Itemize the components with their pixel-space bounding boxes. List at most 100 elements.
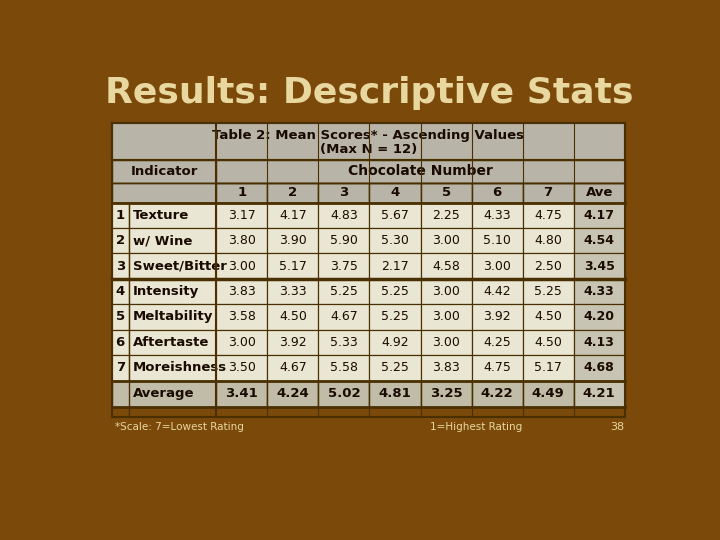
Text: Aftertaste: Aftertaste (132, 336, 209, 349)
Bar (216, 279, 267, 304)
Bar (267, 330, 318, 355)
Text: 4.75: 4.75 (483, 361, 511, 374)
Bar (574, 279, 625, 304)
Text: 5.58: 5.58 (330, 361, 358, 374)
Bar (472, 381, 523, 407)
Text: 2: 2 (116, 234, 125, 247)
Bar (472, 355, 523, 381)
Text: 5.25: 5.25 (330, 285, 358, 298)
Bar (216, 253, 267, 279)
Text: 1: 1 (238, 186, 246, 199)
Text: 4.42: 4.42 (483, 285, 511, 298)
Bar (129, 304, 216, 330)
Bar (267, 228, 318, 253)
Text: 3.80: 3.80 (228, 234, 256, 247)
Bar (472, 183, 523, 202)
Text: Ave: Ave (585, 186, 613, 199)
Bar (420, 279, 472, 304)
Text: 4.50: 4.50 (534, 310, 562, 323)
Bar (369, 228, 420, 253)
Text: 3.45: 3.45 (584, 260, 615, 273)
Bar (523, 183, 574, 202)
Text: w/ Wine: w/ Wine (132, 234, 192, 247)
Bar (369, 355, 420, 381)
Text: 5.17: 5.17 (534, 361, 562, 374)
Bar (129, 330, 216, 355)
Text: 4.92: 4.92 (381, 336, 409, 349)
Bar (112, 330, 129, 355)
Text: 2.17: 2.17 (381, 260, 409, 273)
Bar (216, 202, 267, 228)
Text: 4.68: 4.68 (584, 361, 615, 374)
Text: 3.00: 3.00 (432, 234, 460, 247)
Bar (369, 202, 420, 228)
Bar (129, 202, 216, 228)
Text: 5.25: 5.25 (534, 285, 562, 298)
Bar (112, 381, 216, 407)
Text: 4: 4 (390, 186, 400, 199)
Text: 7: 7 (544, 186, 553, 199)
Bar (420, 304, 472, 330)
Bar (267, 304, 318, 330)
Text: 3.50: 3.50 (228, 361, 256, 374)
Text: 4.50: 4.50 (279, 310, 307, 323)
Bar (523, 355, 574, 381)
Bar (420, 228, 472, 253)
Bar (318, 202, 369, 228)
Bar (216, 159, 625, 183)
Text: 4.67: 4.67 (279, 361, 307, 374)
Bar (420, 253, 472, 279)
Text: 3: 3 (339, 186, 348, 199)
Bar (472, 279, 523, 304)
Text: 5.25: 5.25 (381, 285, 409, 298)
Text: 3.83: 3.83 (432, 361, 460, 374)
Text: 4.25: 4.25 (483, 336, 511, 349)
Text: 3.00: 3.00 (432, 336, 460, 349)
Bar (369, 330, 420, 355)
Bar (129, 253, 216, 279)
Text: 3.17: 3.17 (228, 209, 256, 222)
Text: 4.58: 4.58 (432, 260, 460, 273)
Bar (574, 183, 625, 202)
Text: 38: 38 (611, 422, 625, 433)
Text: 4.81: 4.81 (379, 387, 411, 400)
Bar (420, 355, 472, 381)
Text: 4.33: 4.33 (584, 285, 615, 298)
Bar (112, 228, 129, 253)
Text: 5.10: 5.10 (483, 234, 511, 247)
Text: Chocolate Number: Chocolate Number (348, 164, 493, 178)
Text: 4.17: 4.17 (279, 209, 307, 222)
Text: 5: 5 (441, 186, 451, 199)
Bar (420, 330, 472, 355)
Text: 3: 3 (116, 260, 125, 273)
Text: 1=Highest Rating: 1=Highest Rating (430, 422, 522, 433)
Bar (318, 381, 369, 407)
Text: 3.33: 3.33 (279, 285, 307, 298)
Bar (318, 228, 369, 253)
Bar (216, 355, 267, 381)
Text: 4.33: 4.33 (483, 209, 511, 222)
Bar (318, 279, 369, 304)
Bar (267, 279, 318, 304)
Bar (112, 202, 129, 228)
Text: 5.30: 5.30 (381, 234, 409, 247)
Text: 4.24: 4.24 (276, 387, 310, 400)
Bar (129, 228, 216, 253)
Bar (216, 381, 267, 407)
Bar (420, 183, 472, 202)
Text: 5.25: 5.25 (381, 310, 409, 323)
Text: 4.20: 4.20 (584, 310, 615, 323)
Text: 5.90: 5.90 (330, 234, 358, 247)
Bar (369, 183, 420, 202)
Bar (523, 304, 574, 330)
Text: 3.41: 3.41 (225, 387, 258, 400)
Text: 3.00: 3.00 (432, 285, 460, 298)
Bar (129, 355, 216, 381)
Text: 4.67: 4.67 (330, 310, 358, 323)
Bar (267, 381, 318, 407)
Bar (112, 355, 129, 381)
Bar (267, 183, 318, 202)
Text: 5.02: 5.02 (328, 387, 360, 400)
Text: 3.00: 3.00 (483, 260, 511, 273)
Text: 2: 2 (288, 186, 297, 199)
